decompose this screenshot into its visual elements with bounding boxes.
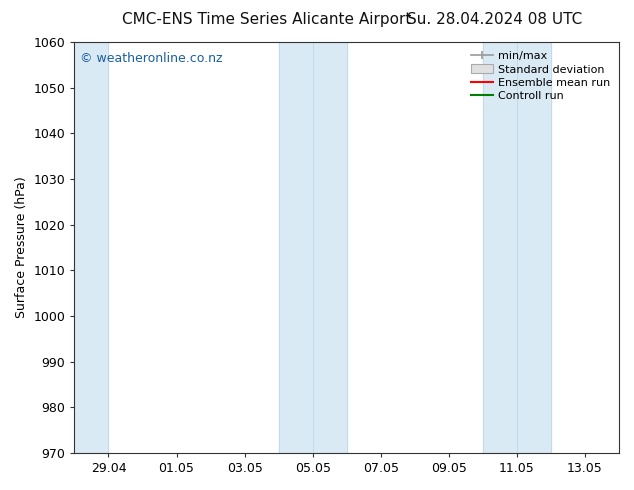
Bar: [74, 42, 108, 453]
Y-axis label: Surface Pressure (hPa): Surface Pressure (hPa): [15, 176, 28, 318]
Text: Su. 28.04.2024 08 UTC: Su. 28.04.2024 08 UTC: [407, 12, 582, 27]
Bar: [483, 42, 551, 453]
Text: CMC-ENS Time Series Alicante Airport: CMC-ENS Time Series Alicante Airport: [122, 12, 411, 27]
Legend: min/max, Standard deviation, Ensemble mean run, Controll run: min/max, Standard deviation, Ensemble me…: [468, 48, 614, 104]
Text: © weatheronline.co.nz: © weatheronline.co.nz: [80, 52, 223, 65]
Bar: [279, 42, 347, 453]
